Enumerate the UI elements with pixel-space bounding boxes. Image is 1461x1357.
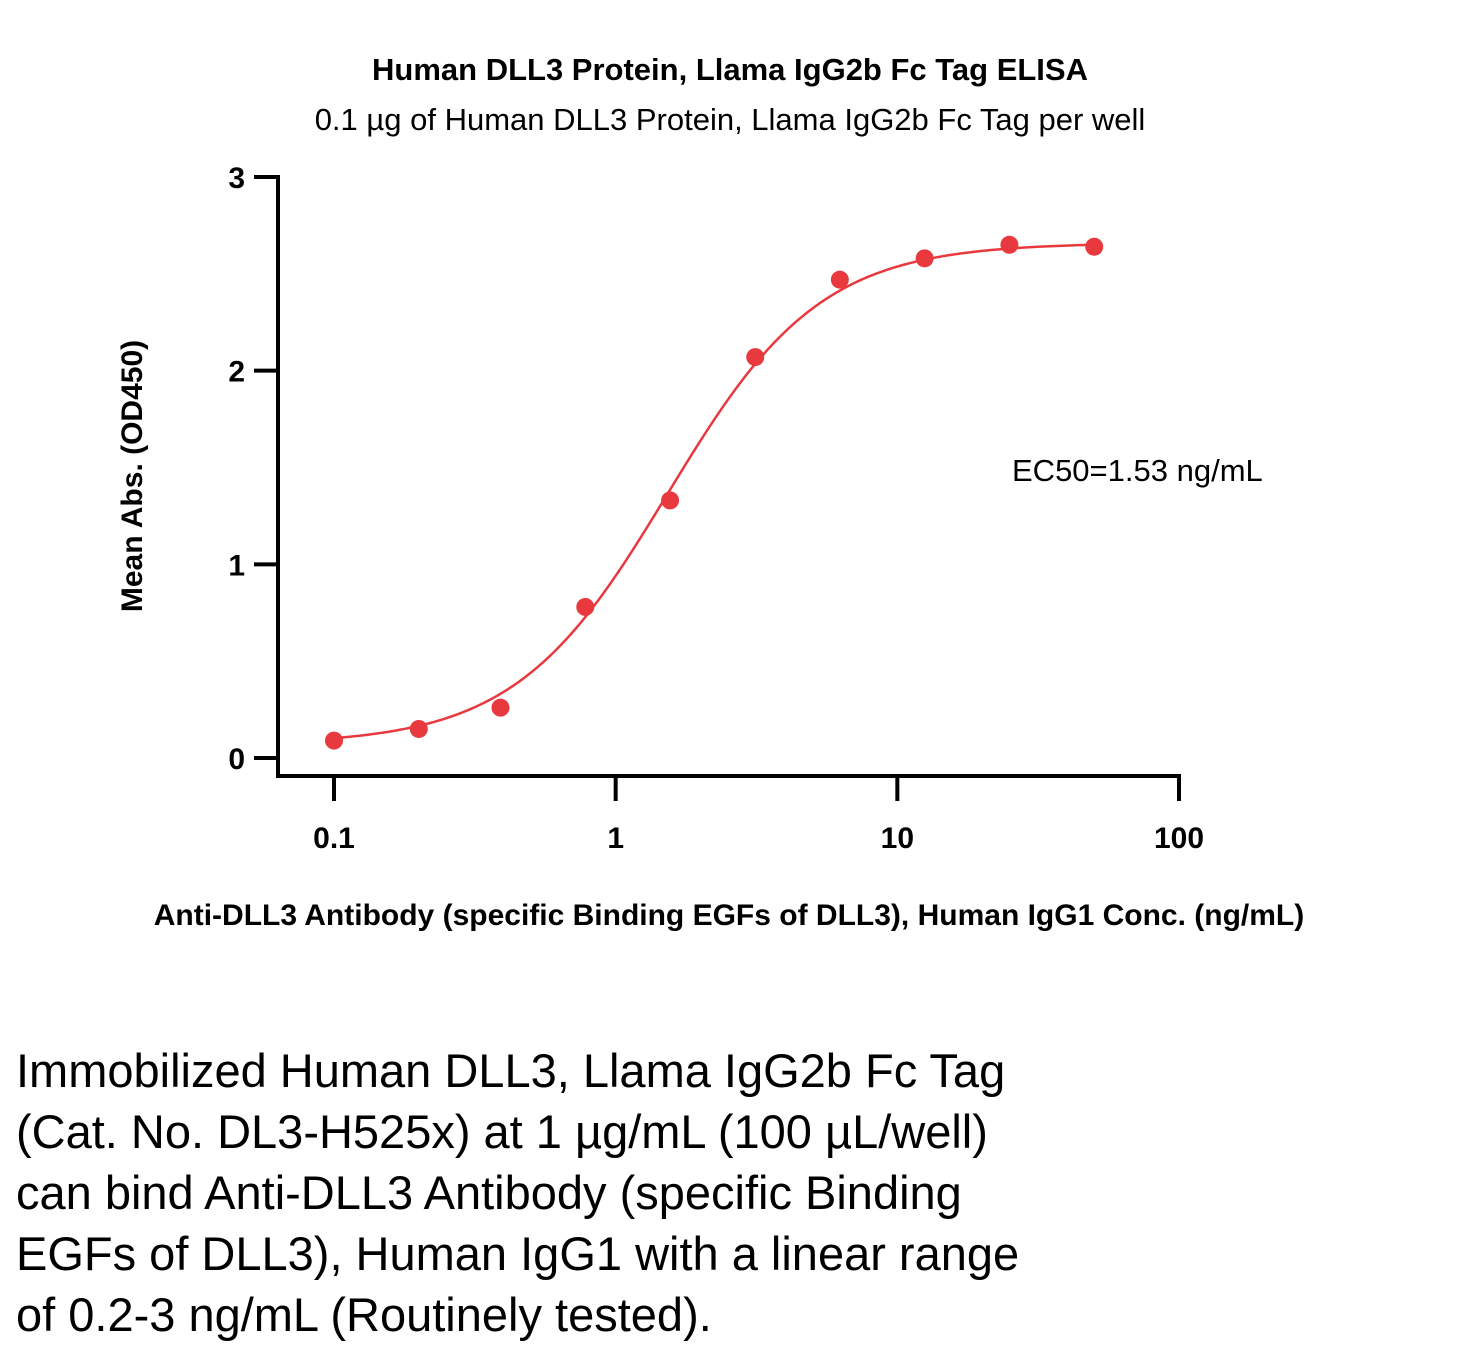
figure-caption: Immobilized Human DLL3, Llama IgG2b Fc T… <box>16 1040 1216 1345</box>
x-axis-label: Anti-DLL3 Antibody (specific Binding EGF… <box>154 899 1305 932</box>
y-tick-label: 2 <box>228 356 245 389</box>
data-point <box>325 731 343 750</box>
x-tick-label: 100 <box>1154 822 1204 855</box>
y-tick-label: 3 <box>228 162 245 195</box>
axes <box>276 175 1181 778</box>
x-ticks: 0.1 1 10 100 <box>313 776 1204 855</box>
data-point <box>409 719 428 738</box>
x-tick-label: 10 <box>881 822 914 855</box>
chart-title: Human DLL3 Protein, Llama IgG2b Fc Tag E… <box>372 52 1088 87</box>
caption-line: can bind Anti-DLL3 Antibody (specific Bi… <box>16 1166 962 1219</box>
data-point <box>491 698 510 717</box>
chart-subtitle: 0.1 µg of Human DLL3 Protein, Llama IgG2… <box>315 102 1146 137</box>
y-tick-label: 0 <box>228 743 245 776</box>
x-tick-label: 1 <box>607 822 624 855</box>
caption-line: Immobilized Human DLL3, Llama IgG2b Fc T… <box>16 1044 1006 1097</box>
caption-line: (Cat. No. DL3-H525x) at 1 µg/mL (100 µL/… <box>16 1105 988 1158</box>
data-point <box>576 597 595 616</box>
data-points <box>325 235 1104 750</box>
elisa-chart: Human DLL3 Protein, Llama IgG2b Fc Tag E… <box>116 52 1305 932</box>
data-point <box>1000 235 1019 254</box>
caption-line: EGFs of DLL3), Human IgG1 with a linear … <box>16 1227 1020 1280</box>
y-axis-label: Mean Abs. (OD450) <box>116 340 149 612</box>
caption-line: of 0.2-3 ng/mL (Routinely tested). <box>16 1288 712 1341</box>
ec50-annotation: EC50=1.53 ng/mL <box>1012 453 1263 488</box>
data-point <box>746 348 765 367</box>
x-tick-label: 0.1 <box>313 822 355 855</box>
y-tick-label: 1 <box>228 549 245 582</box>
fit-curve <box>333 243 1095 740</box>
data-point <box>1085 237 1104 256</box>
data-point <box>661 491 680 510</box>
data-point <box>915 249 934 268</box>
data-point <box>830 270 849 289</box>
y-ticks: 0 1 2 3 <box>228 162 278 776</box>
